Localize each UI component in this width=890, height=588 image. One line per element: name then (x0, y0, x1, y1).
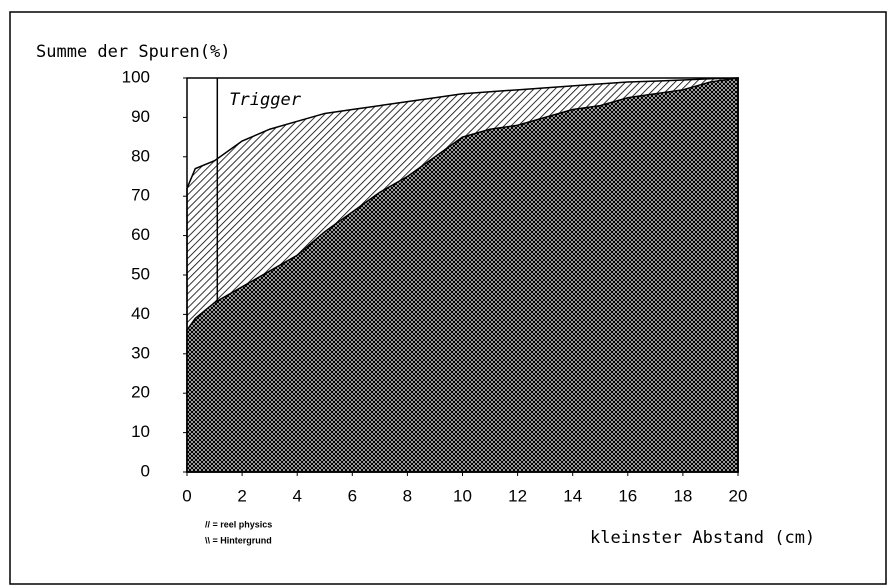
x-tick-label: 10 (453, 486, 472, 505)
y-tick-label: 40 (131, 304, 150, 323)
chart-title: Summe der Spuren(%) (36, 42, 230, 62)
y-tick-label: 60 (131, 225, 150, 244)
x-axis-label: kleinster Abstand (cm) (590, 528, 815, 548)
x-tick-label: 2 (237, 486, 246, 505)
x-tick-label: 12 (508, 486, 527, 505)
y-tick-label: 20 (131, 383, 150, 402)
area (186, 77, 739, 473)
x-tick-label: 4 (292, 486, 301, 505)
x-tick-label: 20 (729, 486, 748, 505)
y-tick-label: 90 (131, 107, 150, 126)
x-tick-label: 14 (563, 486, 582, 505)
legend-entry: // = reel physics (205, 519, 272, 529)
frame (9, 11, 887, 585)
y-tick-label: 80 (131, 146, 150, 165)
annotation: Trigger (229, 90, 301, 110)
y-tick-label: 0 (141, 461, 150, 480)
y-tick-label: 70 (131, 186, 150, 205)
y-tick-label: 30 (131, 343, 150, 362)
y-tick-label: 100 (122, 67, 150, 86)
x-tick-label: 8 (403, 486, 412, 505)
x-tick-label: 16 (618, 486, 637, 505)
x-tick-label: 0 (182, 486, 191, 505)
x-tick-label: 6 (348, 486, 357, 505)
x-tick-label: 18 (673, 486, 692, 505)
y-tick-label: 10 (131, 422, 150, 441)
y-tick-label: 50 (131, 264, 150, 283)
legend-entry: \\ = Hintergrund (205, 535, 272, 545)
